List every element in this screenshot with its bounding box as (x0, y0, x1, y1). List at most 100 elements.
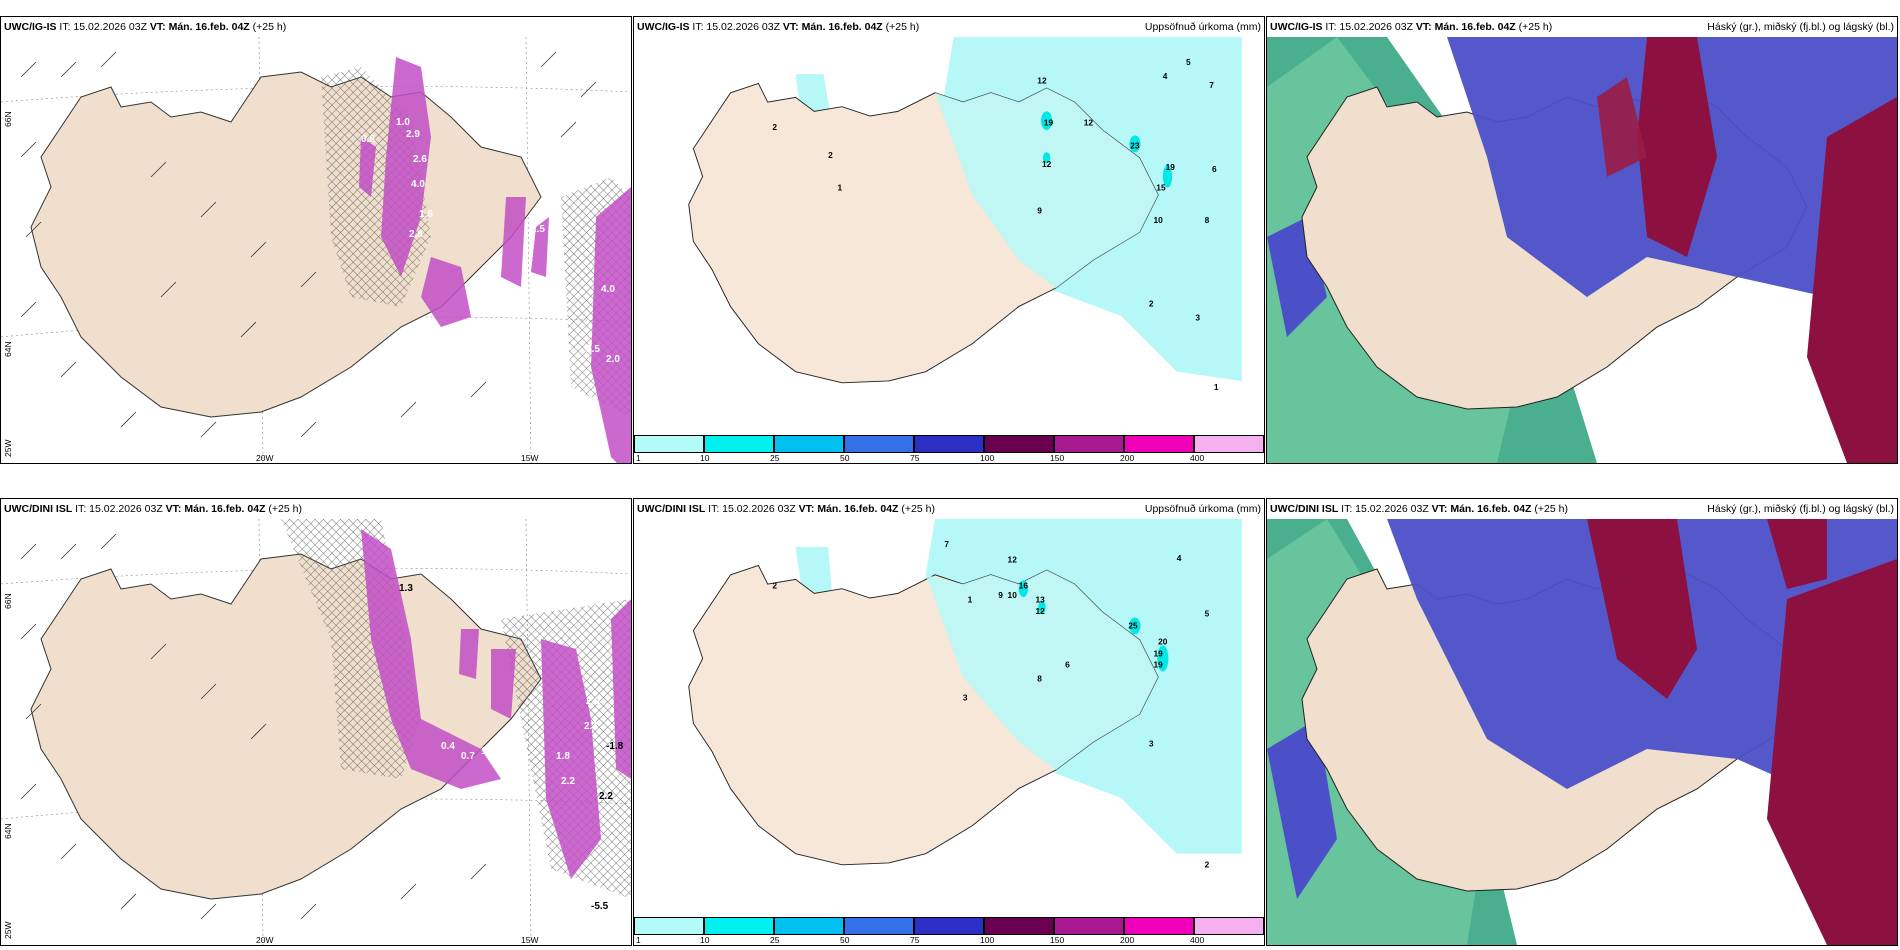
colorbar-label: 1 (636, 453, 641, 463)
colorbar-label: 150 (1050, 935, 1065, 945)
colorbar-label: 200 (1120, 453, 1135, 463)
colorbar-swatch (1054, 917, 1124, 935)
svg-text:3: 3 (1149, 739, 1154, 749)
svg-text:2.4: 2.4 (566, 399, 580, 410)
svg-text:7: 7 (944, 539, 949, 549)
svg-text:1.6: 1.6 (419, 209, 433, 220)
svg-text:2: 2 (772, 122, 777, 132)
svg-text:5: 5 (1186, 57, 1191, 67)
lon-label: 20W (256, 453, 274, 463)
lon-label: 20W (256, 935, 274, 945)
svg-text:2.1: 2.1 (584, 721, 598, 732)
svg-text:20: 20 (1158, 636, 1168, 646)
svg-text:19: 19 (1044, 117, 1054, 127)
panel-header: UWC/DINI ISL IT: 15.02.2026 03Z VT: Mán.… (1270, 503, 1894, 515)
svg-text:2.6: 2.6 (409, 229, 423, 240)
svg-text:2.0: 2.0 (606, 354, 620, 365)
svg-text:3: 3 (963, 692, 968, 702)
colorbar-label: 10 (700, 453, 710, 463)
svg-text:4.0: 4.0 (411, 179, 425, 190)
colorbar-label: 400 (1190, 453, 1205, 463)
svg-text:8: 8 (1205, 215, 1210, 225)
colorbar-swatch (1194, 435, 1264, 453)
panel-wind-precip-dini: UWC/DINI ISL IT: 15.02.2026 03Z VT: Mán.… (0, 498, 632, 946)
svg-text:19: 19 (1166, 162, 1176, 172)
svg-text:2: 2 (828, 150, 833, 160)
svg-text:16: 16 (1019, 581, 1029, 591)
svg-text:5: 5 (1205, 609, 1210, 619)
svg-text:0.8: 0.8 (361, 134, 375, 145)
svg-text:2: 2 (1149, 299, 1154, 309)
svg-text:4: 4 (1177, 553, 1182, 563)
svg-text:2.9: 2.9 (406, 129, 420, 140)
svg-text:12: 12 (1042, 159, 1052, 169)
lat-label: 64N (3, 823, 13, 839)
colorbar: 1 10 25 50 75 100 150 200 400 (634, 915, 1264, 945)
lat-label: 25W (3, 439, 13, 457)
svg-text:2.6: 2.6 (413, 154, 427, 165)
colorbar-label: 1 (636, 935, 641, 945)
svg-text:12: 12 (1035, 606, 1045, 616)
colorbar-swatch (844, 917, 914, 935)
svg-text:19: 19 (1154, 660, 1164, 670)
lon-label: 15W (521, 935, 539, 945)
colorbar-label: 75 (910, 935, 920, 945)
svg-text:2.2: 2.2 (561, 776, 575, 787)
svg-text:3: 3 (1195, 313, 1200, 323)
svg-text:9: 9 (998, 590, 1003, 600)
lat-label: 64N (3, 341, 13, 357)
svg-text:15: 15 (1156, 182, 1166, 192)
colorbar-label: 200 (1120, 935, 1135, 945)
svg-text:2.5: 2.5 (531, 224, 545, 235)
svg-text:10: 10 (1008, 590, 1018, 600)
svg-text:1: 1 (968, 595, 973, 605)
map-clouds (1267, 519, 1897, 945)
panel-header: UWC/IG-IS IT: 15.02.2026 03Z VT: Mán. 16… (4, 21, 287, 33)
svg-text:-5.5: -5.5 (591, 901, 609, 912)
svg-text:6: 6 (1065, 660, 1070, 670)
panel-header: UWC/DINI ISL IT: 15.02.2026 03Z VT: Mán.… (4, 503, 302, 515)
colorbar-label: 25 (770, 453, 780, 463)
colorbar-swatch (634, 917, 704, 935)
colorbar-label: 10 (700, 935, 710, 945)
svg-text:12: 12 (1084, 117, 1094, 127)
svg-text:1.8: 1.8 (556, 751, 570, 762)
colorbar-swatch (1124, 435, 1194, 453)
panel-header: UWC/IG-IS IT: 15.02.2026 03Z VT: Mán. 16… (637, 21, 1261, 33)
svg-text:2.0: 2.0 (586, 696, 600, 707)
colorbar-label: 25 (770, 935, 780, 945)
svg-text:9: 9 (1037, 206, 1042, 216)
svg-text:12: 12 (1008, 555, 1018, 565)
colorbar-label: 400 (1190, 935, 1205, 945)
panel-wind-precip-ig: UWC/IG-IS IT: 15.02.2026 03Z VT: Mán. 16… (0, 16, 632, 464)
panel-precip-dini: UWC/DINI ISL IT: 15.02.2026 03Z VT: Mán.… (633, 498, 1265, 946)
svg-text:19: 19 (1154, 649, 1164, 659)
map-clouds (1267, 37, 1897, 463)
lat-label: 66N (3, 593, 13, 609)
svg-text:12: 12 (1037, 75, 1047, 85)
panel-precip-ig: UWC/IG-IS IT: 15.02.2026 03Z VT: Mán. 16… (633, 16, 1265, 464)
svg-text:1.3: 1.3 (399, 583, 413, 594)
svg-text:2.2: 2.2 (599, 791, 613, 802)
svg-text:4.0: 4.0 (601, 284, 615, 295)
colorbar-swatch (844, 435, 914, 453)
panel-header: UWC/IG-IS IT: 15.02.2026 03Z VT: Mán. 16… (1270, 21, 1894, 33)
colorbar-label: 75 (910, 453, 920, 463)
colorbar-swatch (1124, 917, 1194, 935)
colorbar-label: 50 (840, 453, 850, 463)
colorbar-swatch (914, 435, 984, 453)
svg-text:4: 4 (1163, 71, 1168, 81)
svg-text:7: 7 (1209, 80, 1214, 90)
svg-text:1: 1 (1214, 382, 1219, 392)
panel-header: UWC/DINI ISL IT: 15.02.2026 03Z VT: Mán.… (637, 503, 1261, 515)
map-wind-precip: 1.3 2.0 2.1 1.8 2.2 2.2 -1.8 -5.5 0.4 0.… (1, 519, 631, 945)
panel-clouds-dini: UWC/DINI ISL IT: 15.02.2026 03Z VT: Mán.… (1266, 498, 1898, 946)
svg-text:0.4: 0.4 (441, 741, 455, 752)
lat-label: 66N (3, 111, 13, 127)
colorbar-label: 100 (980, 453, 995, 463)
colorbar-swatch (984, 917, 1054, 935)
lat-label: 25W (3, 921, 13, 939)
svg-text:1.0: 1.0 (396, 117, 410, 128)
svg-text:25: 25 (1128, 621, 1138, 631)
colorbar-swatch (634, 435, 704, 453)
